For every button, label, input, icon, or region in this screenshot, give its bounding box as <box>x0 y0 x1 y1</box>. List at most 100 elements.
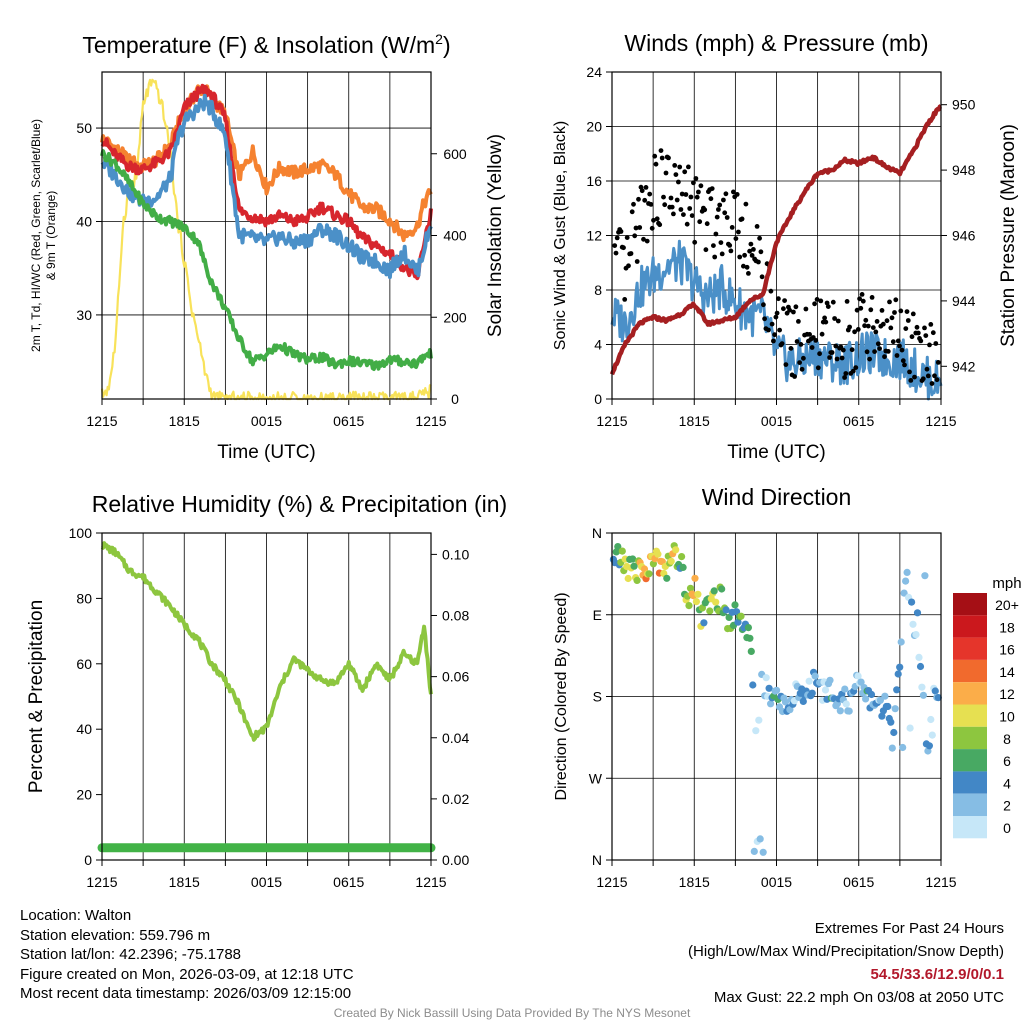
gust-point <box>798 342 804 347</box>
y2-tick-label: 0.10 <box>442 546 469 562</box>
gust-point <box>832 316 837 321</box>
gust-point <box>724 215 730 220</box>
gust-point <box>649 225 655 231</box>
direction-point <box>762 674 770 682</box>
gust-point <box>935 360 941 365</box>
chart-title: Winds (mph) & Pressure (mb) <box>624 30 928 56</box>
plot-border <box>101 532 432 861</box>
direction-point <box>826 676 834 684</box>
legend-label: 16 <box>999 642 1015 658</box>
gust-point <box>777 327 782 333</box>
gust-point <box>714 214 720 220</box>
chart-title: Wind Direction <box>702 484 852 510</box>
y2-tick-label: 942 <box>952 358 976 374</box>
gust-point <box>614 235 620 241</box>
legend-label: 2 <box>1003 798 1011 814</box>
gust-point <box>788 346 794 351</box>
y2-tick-label: 0.06 <box>442 669 469 685</box>
gust-point <box>892 310 897 315</box>
gust-point <box>721 197 726 203</box>
direction-point <box>759 848 767 856</box>
y2-tick-label: 0.00 <box>442 852 469 868</box>
legend-swatch <box>953 615 987 638</box>
panel-4: 1215 1815 0015 0615 1215 N W S E N Wind Direction D… <box>553 484 1022 890</box>
gust-point <box>761 302 766 308</box>
gust-point <box>893 297 899 303</box>
gust-point <box>923 333 929 338</box>
gust-point <box>639 188 645 194</box>
direction-point <box>821 686 830 694</box>
gust-point <box>890 339 896 345</box>
gust-point <box>691 180 696 186</box>
direction-point <box>919 691 928 699</box>
direction-point <box>685 602 693 610</box>
direction-point <box>710 587 718 595</box>
gust-point <box>904 309 910 314</box>
gust-point <box>922 325 927 331</box>
extremes-values: 54.5/33.6/12.9/0/0.1 <box>870 966 1004 983</box>
gust-point <box>933 341 939 346</box>
legend-label: 0 <box>1003 820 1011 836</box>
direction-point <box>836 707 844 715</box>
created-text: Figure created on Mon, 2026-03-09, at 12… <box>20 965 354 983</box>
gust-point <box>731 189 736 195</box>
gust-point <box>637 225 643 230</box>
gust-point <box>907 369 912 375</box>
series-line-2m-t <box>100 83 433 281</box>
plot-border <box>101 71 432 400</box>
gust-point <box>669 204 675 210</box>
direction-point <box>750 847 758 856</box>
gust-point <box>698 183 704 189</box>
gust-point <box>842 375 847 380</box>
direction-point <box>694 590 702 598</box>
gust-point <box>631 201 636 207</box>
legend-swatch <box>953 749 987 772</box>
gust-point <box>858 305 864 311</box>
direction-point <box>752 727 760 735</box>
gust-point <box>661 194 666 200</box>
gust-point <box>723 191 729 197</box>
legend-swatch <box>953 726 987 750</box>
gust-point <box>703 247 709 253</box>
gust-point <box>697 219 703 225</box>
direction-point <box>629 555 637 563</box>
x-axis-label: Time (UTC) <box>217 442 316 463</box>
gust-point <box>688 194 694 200</box>
direction-point <box>931 687 939 695</box>
y-tick-label: N <box>592 525 602 541</box>
series-line-2m-td <box>100 149 433 371</box>
direction-point <box>857 678 865 686</box>
gust-point <box>908 378 914 383</box>
gust-point <box>825 304 831 309</box>
gust-point <box>801 355 806 361</box>
direction-point <box>900 589 908 597</box>
direction-point <box>746 634 754 642</box>
gust-point <box>852 329 857 335</box>
gust-point <box>824 300 830 306</box>
legend-swatch <box>953 771 987 794</box>
gust-point <box>648 202 654 207</box>
gust-point <box>671 211 676 217</box>
x-tick-label: 1215 <box>86 874 117 890</box>
legend-label: 20+ <box>995 597 1019 613</box>
y2-tick-label: 946 <box>952 228 976 244</box>
gust-point <box>643 185 649 190</box>
extremes-legend: (High/Low/Max Wind/Precipitation/Snow De… <box>688 943 1004 960</box>
gust-point <box>773 314 779 320</box>
gust-point <box>748 241 754 247</box>
gust-point <box>663 170 669 176</box>
gust-point <box>813 338 819 343</box>
gust-point <box>888 325 894 331</box>
direction-point <box>706 607 714 615</box>
y-tick-label: 12 <box>586 228 602 244</box>
gust-point <box>739 216 745 222</box>
x-tick-label: 0615 <box>333 874 364 890</box>
gust-point <box>793 304 799 310</box>
gust-point <box>819 331 825 337</box>
gust-point <box>897 343 902 349</box>
gust-point <box>662 202 668 208</box>
x-tick-label: 1215 <box>925 874 956 890</box>
gust-point <box>734 192 740 197</box>
gust-point <box>818 298 824 304</box>
legend-swatch <box>953 682 987 705</box>
